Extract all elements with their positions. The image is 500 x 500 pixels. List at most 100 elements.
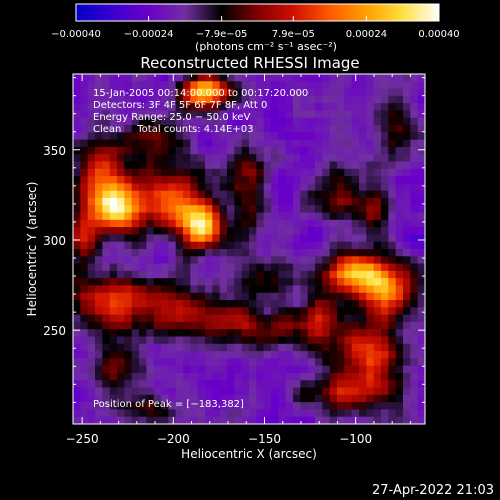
heatmap-cell <box>366 161 375 170</box>
annotation-clean-counts: Clean Total counts: 4.14E+03 <box>93 124 253 135</box>
heatmap-cell <box>388 409 397 418</box>
heatmap-cell <box>205 249 213 257</box>
heatmap-cell <box>359 197 367 206</box>
heatmap-cell <box>373 95 382 104</box>
heatmap-cell <box>219 416 228 424</box>
heatmap-cell <box>263 343 272 352</box>
heatmap-cell <box>183 110 191 119</box>
heatmap-cell <box>315 336 323 345</box>
heatmap-cell <box>197 285 206 294</box>
heatmap-cell <box>315 270 323 279</box>
heatmap-cell <box>417 212 425 221</box>
colorbar-tick-label: 0.00024 <box>346 29 387 40</box>
colorbar-tick-label: −0.00024 <box>124 29 174 40</box>
heatmap-cell <box>344 176 353 184</box>
heatmap-cell <box>139 249 147 257</box>
heatmap-cell <box>307 314 316 323</box>
heatmap-cell <box>190 321 199 330</box>
heatmap-cell <box>366 372 375 381</box>
heatmap-cell <box>359 336 367 345</box>
heatmap-cell <box>285 416 294 424</box>
heatmap-cell <box>337 372 345 381</box>
heatmap-cell <box>227 263 235 272</box>
heatmap-cell <box>87 402 96 411</box>
heatmap-cell <box>139 394 147 403</box>
heatmap-cell <box>124 161 133 170</box>
heatmap-cell <box>263 336 272 345</box>
heatmap-cell <box>315 183 323 192</box>
heatmap-cell <box>102 307 111 316</box>
heatmap-cell <box>95 256 103 265</box>
heatmap-cell <box>73 176 81 184</box>
colorbar-tick-label: −7.9e−05 <box>196 29 248 40</box>
heatmap-cell <box>234 227 243 236</box>
heatmap-cell <box>300 307 309 316</box>
heatmap-cell <box>190 176 199 184</box>
heatmap-cell <box>197 307 206 316</box>
heatmap-cell <box>95 343 103 352</box>
heatmap-cell <box>388 278 397 287</box>
heatmap-cell <box>300 292 309 301</box>
heatmap-cell <box>183 154 191 163</box>
heatmap-cell <box>124 212 133 221</box>
heatmap-cell <box>183 270 191 279</box>
heatmap-cell <box>73 263 81 272</box>
heatmap-cell <box>417 183 425 192</box>
heatmap-cell <box>381 81 389 90</box>
heatmap-cell <box>307 343 316 352</box>
heatmap-cell <box>87 88 96 97</box>
heatmap-cell <box>315 168 323 177</box>
heatmap-cell <box>146 176 155 184</box>
heatmap-cell <box>278 358 287 367</box>
heatmap-cell <box>175 95 184 104</box>
heatmap-cell <box>183 300 191 308</box>
heatmap-cell <box>263 117 272 126</box>
heatmap-cell <box>351 117 360 126</box>
heatmap-cell <box>109 372 118 381</box>
heatmap-cell <box>124 234 133 243</box>
heatmap-cell <box>373 380 382 389</box>
heatmap-cell <box>175 154 184 163</box>
heatmap-cell <box>337 249 345 257</box>
heatmap-cell <box>205 285 213 294</box>
heatmap-cell <box>373 74 382 82</box>
heatmap-cell <box>153 227 162 236</box>
heatmap-cell <box>146 278 155 287</box>
heatmap-cell <box>366 256 375 265</box>
heatmap-cell <box>183 117 191 126</box>
heatmap-cell <box>241 95 250 104</box>
heatmap-cell <box>241 249 250 257</box>
heatmap-cell <box>373 256 382 265</box>
heatmap-cell <box>381 183 389 192</box>
heatmap-cell <box>227 409 235 418</box>
heatmap-cell <box>373 117 382 126</box>
heatmap-cell <box>344 205 353 214</box>
heatmap-cell <box>205 117 213 126</box>
heatmap-cell <box>263 270 272 279</box>
heatmap-cell <box>219 358 228 367</box>
heatmap-cell <box>190 168 199 177</box>
heatmap-cell <box>102 212 111 221</box>
heatmap-cell <box>197 372 206 381</box>
heatmap-cell <box>285 409 294 418</box>
heatmap-cell <box>285 307 294 316</box>
heatmap-cell <box>388 329 397 338</box>
heatmap-cell <box>285 132 294 141</box>
heatmap-cell <box>95 132 103 141</box>
heatmap-cell <box>388 241 397 250</box>
heatmap-cell <box>366 365 375 374</box>
heatmap-cell <box>175 161 184 170</box>
heatmap-cell <box>153 372 162 381</box>
heatmap-cell <box>73 365 81 374</box>
heatmap-cell <box>124 183 133 192</box>
heatmap-cell <box>153 183 162 192</box>
heatmap-cell <box>256 241 265 250</box>
heatmap-cell <box>234 212 243 221</box>
heatmap-cell <box>87 168 96 177</box>
heatmap-cell <box>271 416 279 424</box>
heatmap-cell <box>263 285 272 294</box>
heatmap-cell <box>168 205 177 214</box>
heatmap-cell <box>212 285 221 294</box>
heatmap-cell <box>381 321 389 330</box>
heatmap-cell <box>131 190 140 199</box>
